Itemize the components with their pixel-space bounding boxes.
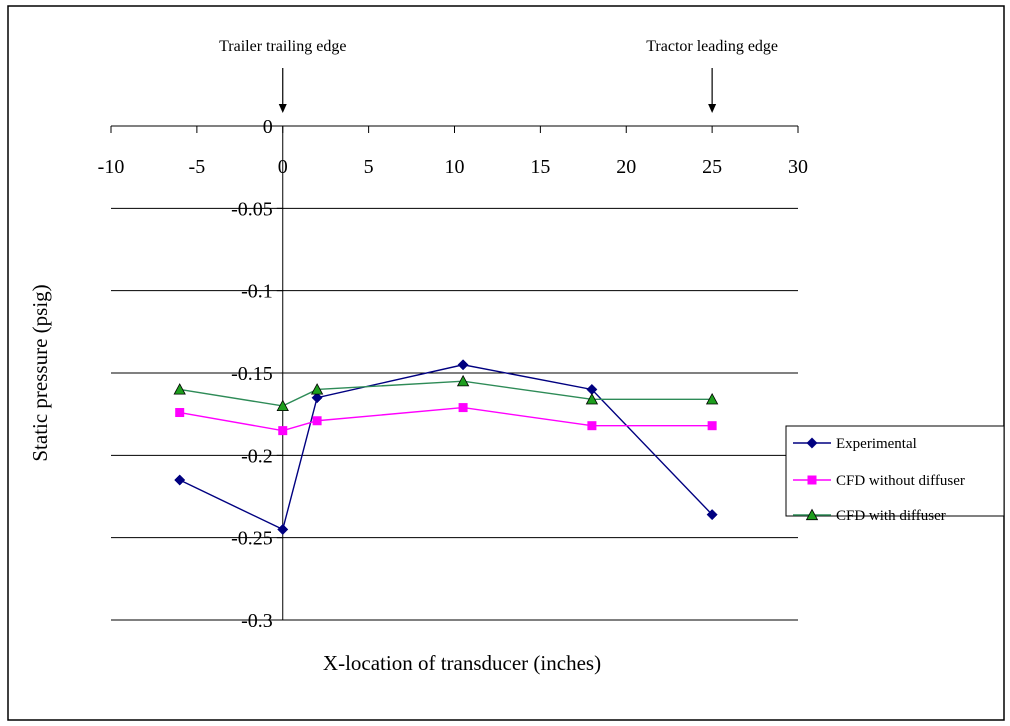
x-tick-label: -5 [189, 156, 206, 178]
legend-item-3: CFD with diffuser [793, 508, 946, 524]
legend-item-1: Experimental [793, 436, 917, 452]
annotation-arrow-head [708, 104, 717, 113]
data-point [173, 383, 186, 395]
data-point [457, 359, 469, 371]
annotation-label: Tractor leading edge [646, 38, 778, 55]
legend-items: Experimental CFD without diffuser CFD with… [793, 436, 965, 524]
x-tick-label: 0 [278, 156, 288, 178]
data-point [585, 393, 599, 405]
series-2 [175, 403, 717, 436]
data-point [311, 392, 323, 404]
data-point [706, 509, 718, 521]
legend: Experimental CFD without diffuser CFD with… [785, 425, 1005, 524]
legend-label: Experimental [836, 436, 917, 452]
series-1 [174, 359, 718, 535]
y-tick-label: 0 [263, 116, 273, 138]
data-point [705, 393, 719, 405]
legend-swatch-marker [806, 437, 818, 449]
y-tick-label: -0.25 [231, 528, 273, 550]
data-point [278, 426, 288, 436]
data-point [276, 399, 289, 412]
data-point [458, 403, 468, 413]
x-tick-label: 10 [445, 156, 465, 178]
data-point [456, 374, 470, 387]
series-line [179, 406, 713, 432]
data-point [587, 421, 597, 431]
y-tick-label: -0.05 [231, 198, 273, 220]
chart-border [7, 5, 1005, 721]
data-point [174, 474, 186, 486]
annotation-arrow-head [278, 104, 287, 113]
annotation-label: Trailer trailing edge [219, 38, 346, 55]
annotation-layer: Trailer trailing edge Tractor leading edg… [219, 38, 778, 113]
x-tick-label: 20 [616, 156, 636, 178]
x-tick-label: 15 [530, 156, 550, 178]
y-tick-label: -0.15 [231, 363, 273, 385]
legend-box [785, 425, 1005, 517]
y-tick-label: -0.2 [241, 445, 273, 467]
data-point [277, 523, 289, 535]
data-point [310, 383, 324, 395]
y-tick-label: -0.1 [241, 281, 273, 303]
annotation-1: Trailer trailing edge [219, 38, 346, 113]
x-tick-label: 5 [364, 156, 374, 178]
y-axis-title: Static pressure (psig) [28, 284, 52, 461]
data-point [707, 421, 717, 431]
series-line [179, 380, 713, 407]
annotation-2: Tractor leading edge [646, 38, 778, 113]
data-point [175, 408, 185, 418]
legend-item-2: CFD without diffuser [793, 473, 965, 489]
legend-swatch-marker [807, 475, 817, 485]
grid-layer [111, 207, 798, 621]
legend-label: CFD with diffuser [836, 508, 946, 524]
legend-swatch-marker [805, 508, 819, 521]
series-3 [173, 374, 719, 412]
x-axis-title: X-location of transducer (inches) [323, 651, 601, 675]
x-tick-label: -10 [98, 156, 125, 178]
axis-layer: -10 -5 0 5 10 15 20 25 300-0.05-0.1-0.15-0.2-0.2… [98, 116, 808, 632]
series-line [179, 364, 713, 531]
y-tick-label: -0.3 [241, 610, 273, 632]
series-layer [173, 359, 719, 535]
x-tick-label: 25 [702, 156, 722, 178]
legend-label: CFD without diffuser [836, 473, 965, 489]
data-point [312, 416, 322, 426]
x-tick-label: 30 [788, 156, 808, 178]
